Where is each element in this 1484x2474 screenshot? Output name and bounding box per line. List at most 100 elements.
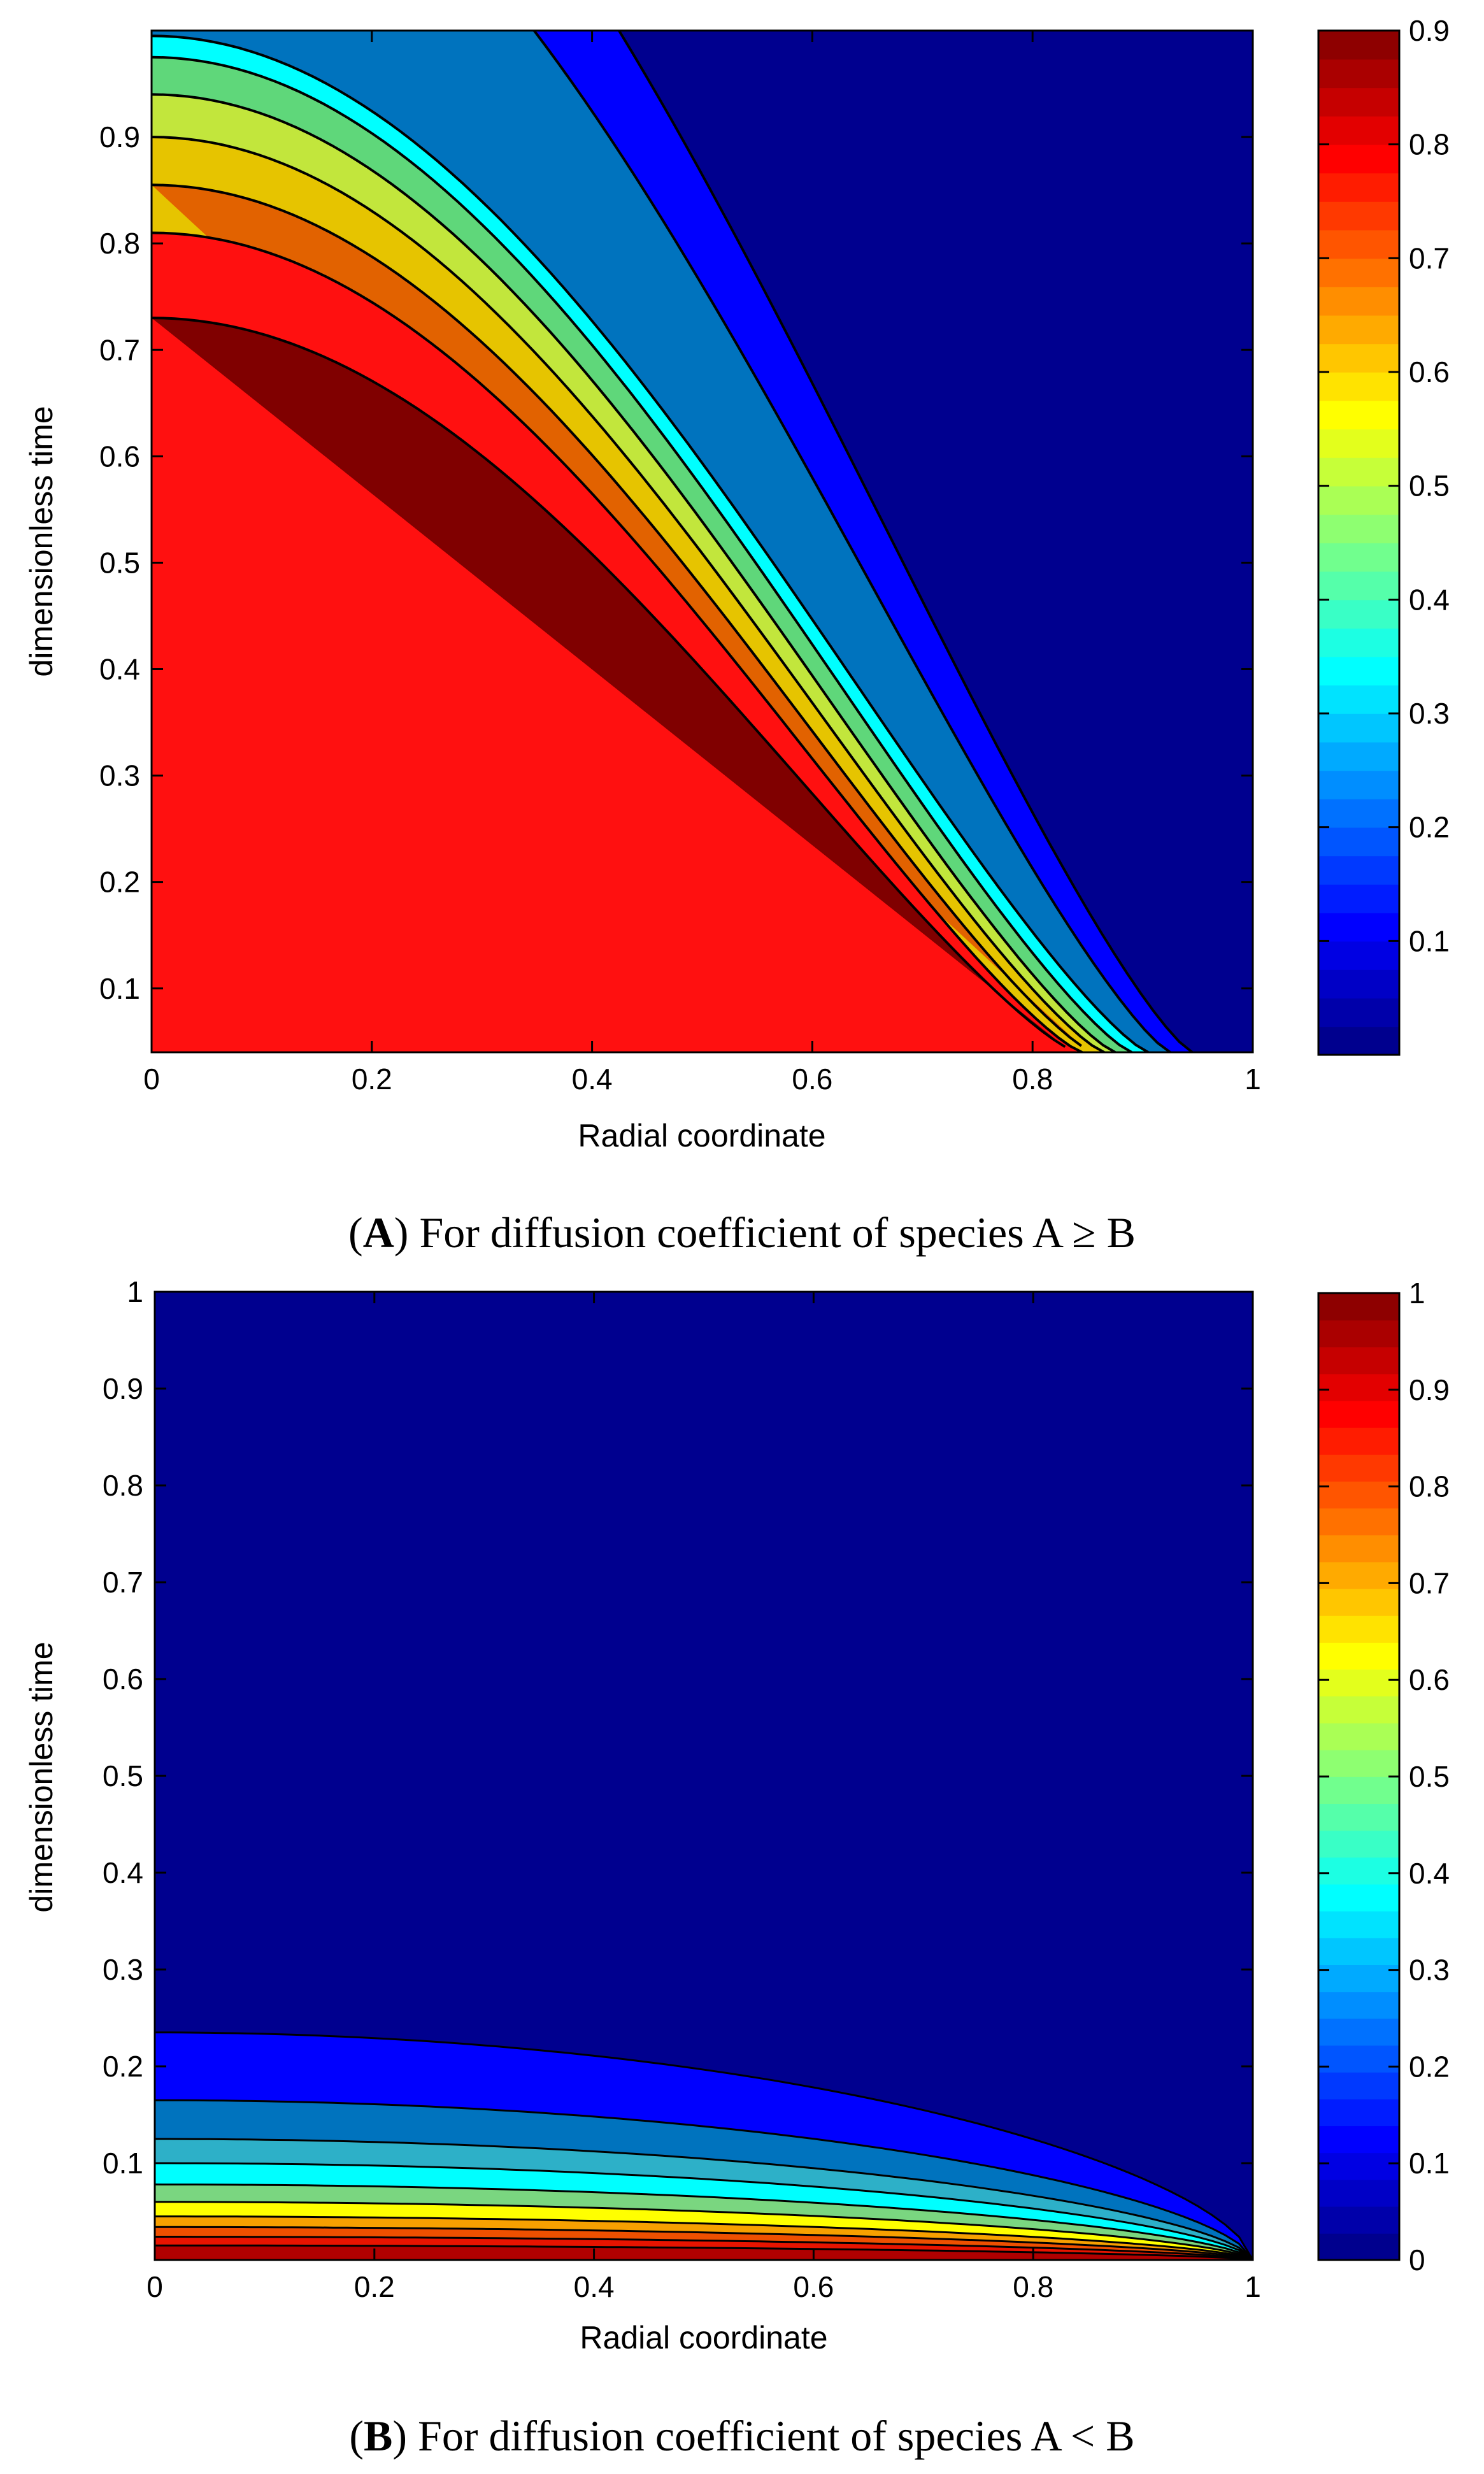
- panel-a-caption-letter: A: [363, 1208, 394, 1257]
- panel-b-contour-line-5: [155, 2183, 1253, 2260]
- panel-b-colorbar-band: [1318, 1722, 1399, 1750]
- panel-b-caption: (B) For diffusion coefficient of species…: [349, 2412, 1134, 2460]
- panel-b-ytick-label: 0.8: [103, 1469, 143, 1502]
- panel-a-colorbar-frame: [1317, 29, 1401, 1056]
- panel-b-colorbar-tick-label: 0: [1409, 2243, 1425, 2277]
- panel-b-colorbar-band: [1318, 1561, 1399, 1589]
- panel-b-colorbar-band: [1318, 1454, 1399, 1482]
- panel-b-colorbar-band: [1318, 1938, 1399, 1965]
- panel-b-colorbar-band: [1318, 2179, 1399, 2207]
- panel-b-colorbar-band: [1318, 1588, 1399, 1616]
- panel-b-ytick-label: 0.6: [103, 1662, 143, 1696]
- panel-b-contour-line-6: [155, 2201, 1253, 2260]
- panel-b-ytick-label: 1: [127, 1275, 143, 1308]
- panel-a-contour-line-4: [152, 55, 1132, 1052]
- panel-a-xtick-label: 0.2: [352, 1062, 392, 1096]
- panel-a-band-9: [152, 318, 1066, 1047]
- panel-a-caption-rest: ) For diffusion coefficient of species A…: [394, 1208, 1136, 1257]
- panel-a-colorbar-band: [1318, 173, 1399, 202]
- panel-a-contour-line-9: [152, 317, 1066, 1048]
- panel-a-caption-open: (: [348, 1208, 363, 1257]
- panel-b-colorbar-band: [1318, 1777, 1399, 1804]
- panel-a-colorbar-band: [1318, 343, 1399, 373]
- panel-a-ytick-label: 0.8: [99, 227, 140, 260]
- panel-b-colorbar-band: [1318, 1373, 1399, 1401]
- panel-a-colorbar-band: [1318, 827, 1399, 857]
- panel-a-colorbar-band: [1318, 31, 1399, 60]
- panel-a-colorbar-band: [1318, 1026, 1399, 1055]
- panel-b-xlabel: Radial coordinate: [580, 2320, 827, 2356]
- panel-b-colorbar-band: [1318, 1400, 1399, 1428]
- panel-b-colorbar-tick-label: 0.7: [1409, 1566, 1450, 1599]
- panel-b-ytick-label: 0.1: [103, 2147, 143, 2180]
- panel-b-colorbar-band: [1318, 1991, 1399, 2019]
- panel-b-colorbar-band: [1318, 1910, 1399, 1938]
- panel-a-colorbar-band: [1318, 799, 1399, 828]
- panel-a-ylabel: dimensionless time: [24, 406, 59, 676]
- panel-a-xtick-label: 0.6: [792, 1062, 832, 1096]
- panel-a-ytick-label: 0.6: [99, 440, 140, 473]
- panel-b-band-10: [155, 2245, 1253, 2260]
- panel-b-contour-line-1: [155, 2031, 1253, 2260]
- panel-b-xtick-label: 0.2: [354, 2270, 395, 2303]
- panel-a-colorbar-band: [1318, 571, 1399, 601]
- panel-a-colorbar-band: [1318, 997, 1399, 1027]
- panel-a-contour-line-7: [152, 183, 1082, 1047]
- panel-b-colorbar-band: [1318, 1696, 1399, 1724]
- panel-b-colorbar-band: [1318, 1293, 1399, 1320]
- panel-b-colorbar-band: [1318, 1884, 1399, 1912]
- panel-b-xtick-label: 0: [146, 2270, 163, 2303]
- panel-a-ytick-label: 0.7: [99, 333, 140, 366]
- panel-a-ytick-label: 0.1: [99, 972, 140, 1005]
- panel-b-contour-line-4: [155, 2162, 1253, 2260]
- panel-b-caption-open: (: [349, 2412, 364, 2460]
- panel-b-colorbar-tick-label: 0.4: [1409, 1857, 1450, 1890]
- panel-b-colorbar-tick-label: 0.1: [1409, 2147, 1450, 2180]
- panel-a-colorbar-band: [1318, 969, 1399, 999]
- panel-b-xtick-label: 0.6: [793, 2270, 834, 2303]
- panel-b-colorbar-band: [1318, 1481, 1399, 1509]
- panel-a-colorbar-tick-label: 0.9: [1409, 14, 1450, 47]
- panel-b-xtick-label: 0.4: [574, 2270, 615, 2303]
- panel-a-colorbar-band: [1318, 599, 1399, 629]
- panel-b-xtick-label: 0.8: [1013, 2270, 1053, 2303]
- panel-b-contour-line-2: [155, 2099, 1253, 2260]
- panel-a-contour-line-2: [532, 31, 1171, 1052]
- panel-b-colorbar-band: [1318, 1508, 1399, 1536]
- panel-a-colorbar-band: [1318, 87, 1399, 117]
- panel-b-colorbar-band: [1318, 2045, 1399, 2073]
- panel-a-colorbar-tick-label: 0.8: [1409, 128, 1450, 161]
- panel-b-caption-letter: B: [364, 2412, 392, 2460]
- panel-b-caption-rest: ) For diffusion coefficient of species A…: [392, 2412, 1134, 2460]
- panel-a-xtick-label: 0.4: [572, 1062, 613, 1096]
- panel-b-colorbar-band: [1318, 1615, 1399, 1643]
- panel-a-colorbar-band: [1318, 372, 1399, 401]
- panel-a-colorbar-band: [1318, 429, 1399, 458]
- panel-b-colorbar-band: [1318, 1964, 1399, 1992]
- panel-a-ytick-label: 0.2: [99, 866, 140, 899]
- panel-b-colorbar-band: [1318, 1803, 1399, 1831]
- panel-b-colorbar-band: [1318, 2071, 1399, 2099]
- panel-b-xtick-label: 1: [1245, 2270, 1261, 2303]
- panel-a-xtick-label: 1: [1245, 1062, 1261, 1096]
- panel-b-contour-line-7: [155, 2215, 1253, 2260]
- panel-b-colorbar-band: [1318, 1347, 1399, 1375]
- panel-a-contour-line-1: [617, 31, 1194, 1052]
- panel-b-colorbar-tick-label: 0.3: [1409, 1954, 1450, 1987]
- panel-b-colorbar-bands: [1318, 1293, 1399, 2261]
- panel-a: 0 0.2 0.4 0.6 0.8 10.10.20.30.40.50.60.70.80.…: [24, 14, 1450, 1257]
- panel-b-plot-area: [155, 1292, 1253, 2260]
- panel-a-ticks: 0 0.2 0.4 0.6 0.8 1 0.1 0.2 0.3 0.4 0.5 0.6 0.7 0.8 0.…: [99, 31, 1261, 1096]
- panel-a-colorbar-band: [1318, 229, 1399, 259]
- panel-b-contour-line-9: [155, 2236, 1253, 2260]
- panel-a-colorbar-tick-label: 0.2: [1409, 811, 1450, 844]
- panel-b-colorbar-tick-label: 1: [1409, 1276, 1425, 1310]
- panel-a-colorbar-band: [1318, 770, 1399, 799]
- panel-a-colorbar-band: [1318, 741, 1399, 771]
- panel-a-colorbar-band: [1318, 258, 1399, 287]
- panel-a-colorbar-band: [1318, 884, 1399, 913]
- panel-b-ticks: 0 0.2 0.4 0.6 0.8 1 0.1 0.2 0.3 0.4 0.5 0.6 0.7 0.8 0.…: [103, 1275, 1261, 2303]
- panel-b-colorbar-band: [1318, 2206, 1399, 2234]
- panel-b-contour-line-8: [155, 2226, 1253, 2260]
